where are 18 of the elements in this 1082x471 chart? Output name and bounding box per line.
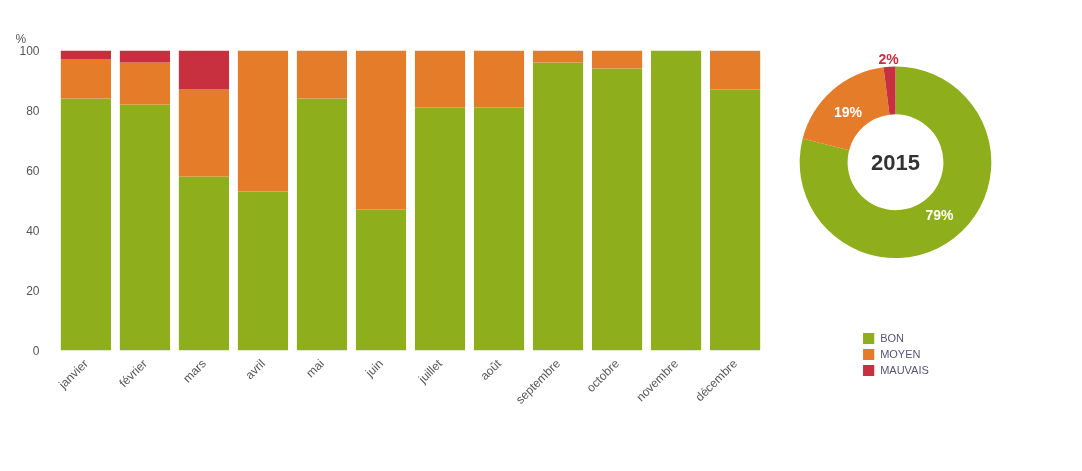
y-tick-label: 80 <box>26 104 40 118</box>
x-tick-label: avril <box>242 356 268 383</box>
text: 2015 <box>871 149 920 175</box>
x-tick-label: juin <box>362 356 386 381</box>
data-label: 19% <box>833 103 863 120</box>
x-tick-label: mai <box>303 356 327 381</box>
data-label: 79% <box>925 207 955 224</box>
y-axis-title: % <box>15 31 27 46</box>
legend-label: MAUVAIS <box>880 363 929 376</box>
data-label: 2% <box>878 50 900 67</box>
y-tick-label: 60 <box>26 164 40 178</box>
y-tick-label: 0 <box>32 344 40 358</box>
legend-label: MOYEN <box>880 347 921 360</box>
y-tick-label: 100 <box>19 44 40 58</box>
x-tick-label: août <box>477 356 505 383</box>
y-tick-label: 20 <box>26 284 40 298</box>
y-tick-label: 40 <box>26 224 40 238</box>
legend-label: BON <box>880 331 904 344</box>
